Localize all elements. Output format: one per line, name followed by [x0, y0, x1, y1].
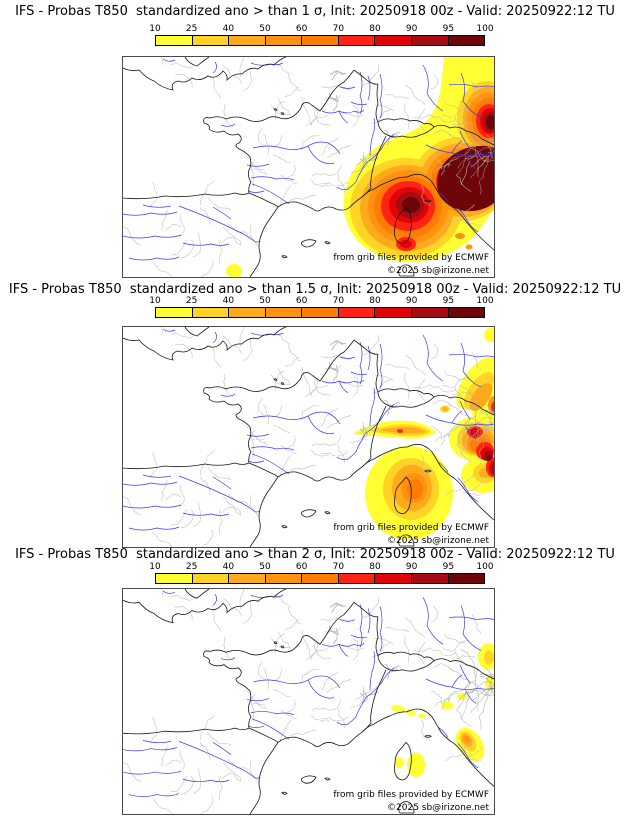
- geography-lines: [123, 589, 494, 814]
- colorbar-tick: 90: [405, 24, 418, 34]
- colorbar-segment: [447, 36, 485, 45]
- panel-2-map: from grib files provided by ECMWF ©2025 …: [122, 326, 495, 548]
- panel-1-map-svg: [123, 57, 494, 277]
- colorbar-segment: [301, 574, 338, 583]
- colorbar-segment: [374, 574, 411, 583]
- colorbar-segment: [301, 308, 338, 317]
- panel-2-title: IFS - Probas T850 standardized ano > tha…: [8, 282, 622, 297]
- panel-1-title: IFS - Probas T850 standardized ano > tha…: [15, 4, 615, 19]
- colorbar-segment: [301, 36, 338, 45]
- colorbar-tick: 80: [369, 296, 381, 306]
- colorbar-segment: [410, 308, 448, 317]
- colorbar-segment: [374, 36, 411, 45]
- colorbar-tick: 25: [185, 562, 198, 572]
- ecmwf-credit: from grib files provided by ECMWF: [333, 790, 489, 800]
- colorbar-segment: [156, 36, 192, 45]
- panel-3-title: IFS - Probas T850 standardized ano > tha…: [15, 547, 615, 562]
- copyright-credit: ©2025 sb@irizone.net: [387, 803, 489, 813]
- colorbar-segment: [191, 308, 229, 317]
- copyright-credit: ©2025 sb@irizone.net: [387, 266, 489, 276]
- colorbar-segment: [447, 574, 485, 583]
- colorbar-segment: [410, 574, 448, 583]
- colorbar-tick: 50: [259, 24, 271, 34]
- colorbar-segment: [337, 36, 375, 45]
- copyright-credit: ©2025 sb@irizone.net: [387, 536, 489, 546]
- colorbar-tick: 80: [369, 24, 381, 34]
- colorbar-segment: [228, 36, 265, 45]
- panel-2-colorbar-ticks: 10 25 40 50 60 70 80 90 95 100: [149, 296, 493, 306]
- ecmwf-credit: from grib files provided by ECMWF: [333, 523, 489, 533]
- colorbar-segment: [410, 36, 448, 45]
- colorbar-segment: [337, 308, 375, 317]
- colorbar-segment: [264, 574, 302, 583]
- colorbar-tick: 60: [295, 24, 308, 34]
- colorbar-tick: 40: [222, 296, 235, 306]
- panel-3-colorbar-ticks: 10 25 40 50 60 70 80 90 95 100: [149, 562, 493, 572]
- colorbar-tick: 95: [442, 562, 455, 572]
- colorbar-segment: [374, 308, 411, 317]
- colorbar-segment: [191, 36, 229, 45]
- panel-2-colorbar: [155, 307, 485, 318]
- colorbar-segment: [156, 308, 192, 317]
- panel-2-map-svg: [123, 327, 494, 547]
- colorbar-tick: 100: [476, 562, 494, 572]
- colorbar-tick: 50: [259, 562, 271, 572]
- probability-blobs: [391, 643, 494, 778]
- colorbar-tick: 70: [332, 296, 345, 306]
- panel-3-map: from grib files provided by ECMWF ©2025 …: [122, 588, 495, 815]
- panel-3-map-svg: [123, 589, 494, 814]
- colorbar-tick: 100: [476, 24, 494, 34]
- colorbar-segment: [228, 574, 265, 583]
- panel-1-colorbar: [155, 35, 485, 46]
- colorbar-tick: 60: [295, 296, 308, 306]
- colorbar-tick: 70: [332, 562, 345, 572]
- colorbar-tick: 50: [259, 296, 271, 306]
- panel-3-colorbar: [155, 573, 485, 584]
- colorbar-segment: [156, 574, 192, 583]
- colorbar-tick: 100: [476, 296, 494, 306]
- colorbar-tick: 40: [222, 562, 235, 572]
- colorbar-segment: [447, 308, 485, 317]
- ecmwf-credit: from grib files provided by ECMWF: [333, 253, 489, 263]
- colorbar-tick: 60: [295, 562, 308, 572]
- colorbar-tick: 90: [405, 296, 418, 306]
- panel-1-colorbar-ticks: 10 25 40 50 60 70 80 90 95 100: [149, 24, 493, 34]
- probability-blobs: [226, 57, 494, 277]
- colorbar-segment: [191, 574, 229, 583]
- colorbar-tick: 70: [332, 24, 345, 34]
- colorbar-segment: [337, 574, 375, 583]
- colorbar-segment: [228, 308, 265, 317]
- colorbar-tick: 25: [185, 296, 198, 306]
- colorbar-tick: 10: [149, 24, 161, 34]
- panel-1-map: from grib files provided by ECMWF ©2025 …: [122, 56, 495, 278]
- colorbar-tick: 90: [405, 562, 418, 572]
- colorbar-tick: 25: [185, 24, 198, 34]
- colorbar-tick: 10: [149, 296, 161, 306]
- colorbar-tick: 95: [442, 296, 455, 306]
- colorbar-segment: [264, 308, 302, 317]
- colorbar-tick: 40: [222, 24, 235, 34]
- colorbar-segment: [264, 36, 302, 45]
- colorbar-tick: 10: [149, 562, 161, 572]
- colorbar-tick: 80: [369, 562, 381, 572]
- colorbar-tick: 95: [442, 24, 455, 34]
